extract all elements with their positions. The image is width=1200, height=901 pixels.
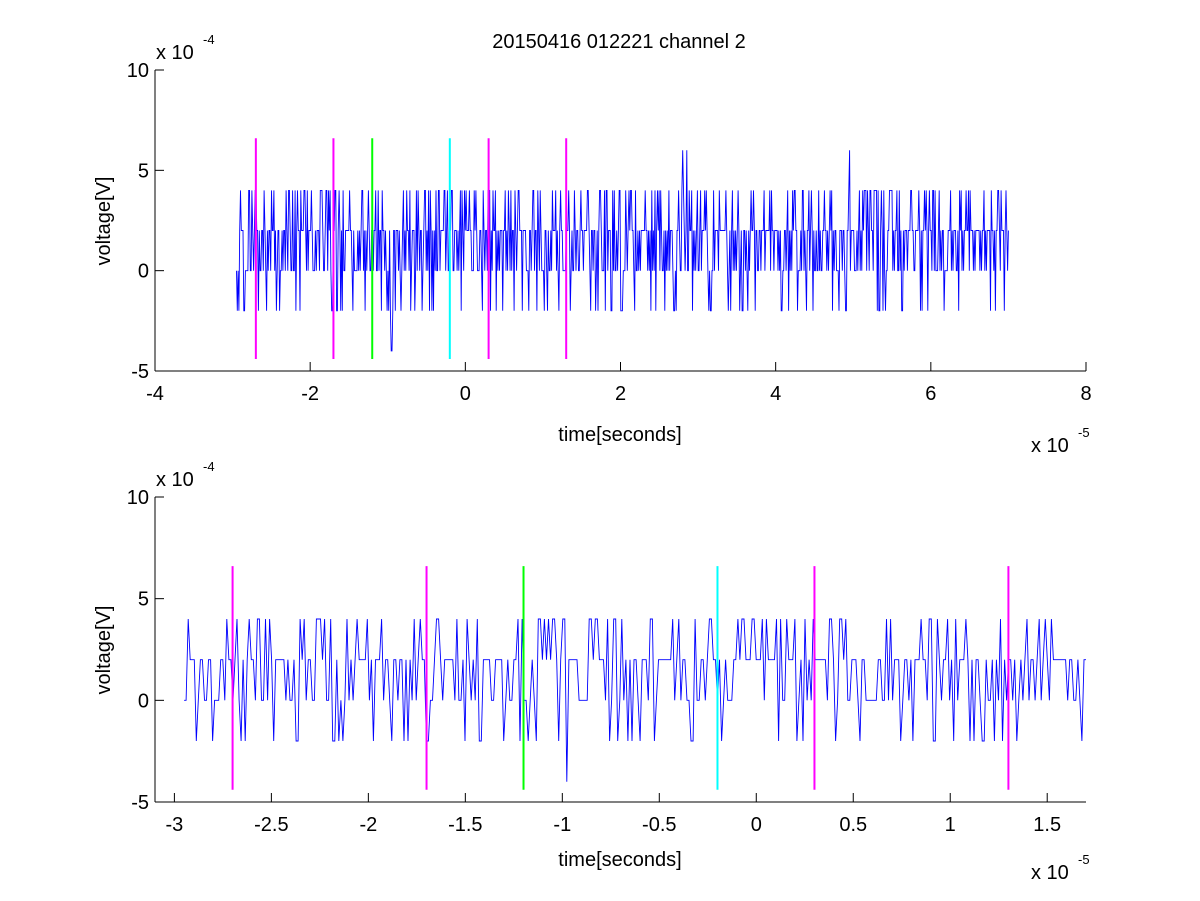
bottom-y-axis-label: voltage[V]	[93, 606, 115, 695]
bottom-y-tick-label: 10	[127, 487, 149, 509]
top-x-ticks: -4 -2 0 2 4 6 8	[146, 362, 1092, 405]
bottom-x-exponent: x 10 -5	[1031, 852, 1090, 884]
top-x-exponent: x 10 -5	[1031, 425, 1090, 457]
top-x-tick-label: 2	[615, 383, 626, 405]
top-y-tick-label: 0	[138, 261, 149, 283]
bottom-x-tick-label: -2	[359, 814, 377, 836]
bottom-x-tick-label: -0.5	[642, 814, 676, 836]
bottom-y-tick-label: -5	[131, 792, 149, 814]
top-event-markers	[254, 138, 568, 359]
top-y-multiplier: x 10	[156, 42, 194, 64]
top-signal-line	[236, 150, 1009, 352]
top-y-tick-label: -5	[131, 361, 149, 383]
bottom-x-multiplier: x 10	[1031, 862, 1069, 884]
bottom-x-tick-label: -2.5	[254, 814, 288, 836]
top-y-ticks: -5 0 5 10	[127, 60, 164, 383]
bottom-y-multiplier: x 10	[156, 469, 194, 491]
top-x-tick-label: 8	[1080, 383, 1091, 405]
top-x-tick-label: -4	[146, 383, 164, 405]
bottom-axes-frame	[154, 497, 1086, 803]
bottom-y-ticks: -5 0 5 10	[127, 487, 164, 814]
figure-title: 20150416 012221 channel 2	[492, 31, 746, 53]
bottom-y-tick-label: 5	[138, 589, 149, 611]
top-x-tick-label: -2	[301, 383, 319, 405]
top-y-tick-label: 10	[127, 60, 149, 82]
bottom-signal-trace	[184, 618, 1086, 782]
top-axes: -4 -2 0 2 4 6 8 -5 0 5 10 time[seconds] voltage[V…	[93, 32, 1092, 457]
bottom-plot-area	[155, 497, 1086, 802]
top-x-multiplier: x 10	[1031, 435, 1069, 457]
bottom-x-tick-label: -1	[553, 814, 571, 836]
bottom-axes: -3 -2.5 -2 -1.5 -1 -0.5 0 0.5 1 1.5 -5 0 5 10 time[s…	[93, 459, 1090, 884]
bottom-x-tick-label: -1.5	[448, 814, 482, 836]
bottom-x-tick-label: 1.5	[1033, 814, 1061, 836]
top-y-axis-label: voltage[V]	[93, 177, 115, 266]
top-y-exponent: x 10 -4	[156, 32, 215, 64]
top-y-exponent-value: -4	[203, 32, 215, 47]
bottom-signal-line	[184, 618, 1086, 782]
bottom-y-exponent-value: -4	[203, 459, 215, 474]
bottom-x-tick-label: 1	[945, 814, 956, 836]
top-signal-trace	[236, 150, 1009, 352]
top-x-exponent-value: -5	[1078, 425, 1090, 440]
top-x-tick-label: 0	[460, 383, 471, 405]
top-x-tick-label: 4	[770, 383, 781, 405]
bottom-x-tick-label: -3	[165, 814, 183, 836]
top-x-axis-label: time[seconds]	[558, 424, 681, 446]
bottom-x-exponent-value: -5	[1078, 852, 1090, 867]
bottom-event-markers	[231, 566, 1010, 790]
top-y-tick-label: 5	[138, 160, 149, 182]
bottom-x-ticks: -3 -2.5 -2 -1.5 -1 -0.5 0 0.5 1 1.5	[165, 793, 1061, 836]
bottom-y-exponent: x 10 -4	[156, 459, 215, 491]
bottom-x-axis-label: time[seconds]	[558, 849, 681, 871]
bottom-x-tick-label: 0	[751, 814, 762, 836]
top-x-tick-label: 6	[925, 383, 936, 405]
bottom-y-tick-label: 0	[138, 690, 149, 712]
bottom-x-tick-label: 0.5	[839, 814, 867, 836]
